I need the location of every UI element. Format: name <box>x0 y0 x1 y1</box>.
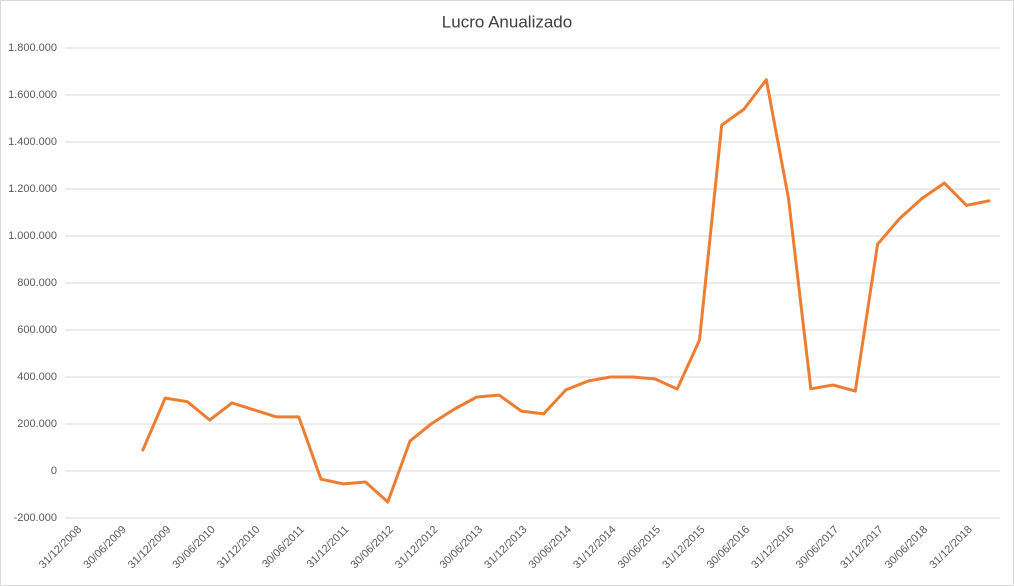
y-tick-label: -200.000 <box>14 512 57 524</box>
y-tick-label: 800.000 <box>17 277 57 289</box>
line <box>141 78 991 504</box>
y-tick-label: 400.000 <box>17 371 57 383</box>
y-tick-label: 200.000 <box>17 418 57 430</box>
y-tick-label: 600.000 <box>17 324 57 336</box>
y-tick-label: 1.800.000 <box>8 42 57 54</box>
y-tick-label: 1.200.000 <box>8 183 57 195</box>
chart-title: Lucro Anualizado <box>442 12 572 31</box>
y-tick-label: 1.000.000 <box>8 230 57 242</box>
y-tick-label: 1.600.000 <box>8 89 57 101</box>
y-tick-label: 0 <box>51 465 57 477</box>
y-tick-label: 1.400.000 <box>8 136 57 148</box>
